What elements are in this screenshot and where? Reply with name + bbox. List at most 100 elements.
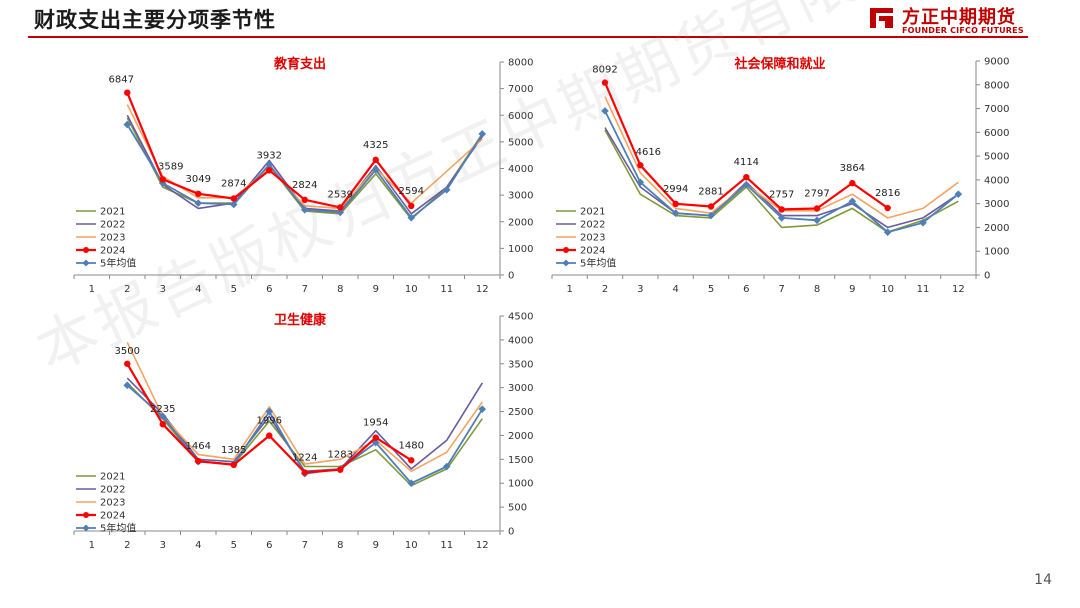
data-point-avg: [848, 197, 857, 206]
chart-title: 教育支出: [273, 56, 326, 72]
data-point-2024: [195, 457, 202, 465]
y-tick-label: 3000: [508, 383, 533, 394]
data-label: 2874: [221, 178, 246, 189]
y-tick-label: 4500: [508, 312, 533, 323]
data-point-avg: [671, 209, 680, 217]
data-point-avg: [742, 180, 751, 189]
y-tick-label: 4000: [508, 335, 533, 346]
data-point-2024: [195, 190, 202, 198]
y-tick-label: 7000: [984, 104, 1009, 115]
logo-icon: [870, 8, 893, 28]
legend-marker: [83, 247, 89, 253]
data-label: 2757: [769, 189, 794, 200]
data-point-2024: [301, 469, 308, 476]
x-tick-label: 6: [743, 284, 749, 295]
x-tick-label: 4: [672, 284, 678, 295]
data-label: 1224: [292, 453, 317, 464]
y-tick-label: 7000: [508, 84, 533, 95]
series-line-avg: [126, 384, 484, 485]
data-point-2024: [124, 360, 131, 367]
legend-marker: [83, 512, 89, 518]
x-tick-label: 9: [373, 284, 379, 295]
data-point-2024: [337, 466, 344, 473]
x-tick-label: 1: [89, 540, 95, 551]
x-tick-label: 11: [440, 284, 453, 295]
legend-label: 5年均值: [100, 522, 136, 535]
data-label: 2824: [292, 180, 317, 191]
data-label: 2994: [663, 184, 688, 195]
legend-label: 2021: [100, 207, 125, 218]
x-tick-label: 12: [952, 284, 965, 295]
x-tick-label: 1: [89, 284, 95, 295]
data-label: 3500: [115, 346, 140, 357]
data-point-2024: [372, 156, 379, 164]
x-tick-label: 4: [195, 540, 201, 551]
y-tick-label: 2000: [984, 223, 1009, 234]
x-tick-label: 6: [266, 284, 272, 295]
data-point-avg: [883, 228, 892, 236]
legend-label: 2023: [580, 233, 605, 244]
data-label: 3864: [840, 163, 865, 174]
data-point-avg: [478, 130, 487, 138]
x-tick-label: 5: [231, 540, 237, 551]
y-tick-label: 5000: [984, 152, 1009, 163]
x-tick-label: 10: [881, 284, 894, 295]
y-tick-label: 3000: [508, 191, 533, 202]
data-point-avg: [336, 208, 345, 217]
y-tick-label: 8000: [984, 80, 1009, 91]
data-label: 4114: [734, 157, 759, 168]
data-point-2024: [743, 173, 750, 181]
data-point-2024: [337, 204, 344, 211]
legend-label: 2023: [100, 233, 125, 244]
data-point-avg: [636, 178, 645, 187]
data-point-2024: [230, 195, 237, 202]
x-tick-label: 6: [266, 540, 272, 551]
data-point-2024: [849, 179, 856, 187]
data-point-avg: [407, 213, 416, 222]
y-tick-label: 0: [508, 527, 514, 538]
x-tick-label: 3: [160, 284, 166, 295]
y-tick-label: 1000: [508, 244, 533, 255]
legend-marker: [82, 524, 90, 532]
x-tick-label: 7: [778, 284, 784, 295]
legend-label: 2023: [100, 498, 125, 509]
legend-label: 2024: [580, 246, 605, 257]
data-label: 1480: [399, 440, 424, 451]
y-tick-label: 6000: [508, 111, 533, 122]
legend-label: 5年均值: [100, 257, 136, 270]
series-line-2023: [126, 104, 483, 210]
data-point-2024: [637, 162, 644, 169]
data-label: 6847: [109, 75, 134, 86]
data-point-2024: [301, 196, 308, 204]
legend-label: 5年均值: [580, 257, 616, 270]
x-tick-label: 8: [337, 284, 343, 295]
chart-title: 卫生健康: [274, 312, 327, 328]
data-point-2024: [601, 79, 609, 86]
data-label: 3932: [257, 150, 282, 161]
data-label: 1385: [221, 445, 246, 456]
y-tick-label: 3500: [508, 359, 533, 370]
data-point-avg: [371, 438, 380, 447]
data-label: 8092: [592, 65, 617, 76]
data-label: 2594: [399, 186, 424, 197]
data-label: 1283: [328, 450, 353, 461]
data-point-avg: [265, 407, 274, 416]
data-point-avg: [442, 186, 451, 194]
data-point-2024: [159, 421, 166, 428]
x-tick-label: 8: [337, 540, 343, 551]
data-point-avg: [194, 199, 203, 207]
legend-label: 2022: [580, 220, 605, 231]
x-tick-label: 5: [708, 284, 714, 295]
x-tick-label: 3: [637, 284, 643, 295]
data-point-2024: [884, 204, 891, 212]
data-point-2024: [408, 202, 415, 210]
legend-label: 2021: [100, 472, 125, 483]
y-tick-label: 3000: [984, 199, 1009, 210]
x-tick-label: 7: [302, 540, 308, 551]
x-tick-label: 5: [231, 284, 237, 295]
company-logo: 方正中期期货 FOUNDER CIFCO FUTURES: [868, 4, 1028, 35]
y-tick-label: 2500: [508, 407, 533, 418]
data-point-avg: [265, 160, 274, 169]
y-tick-label: 8000: [508, 58, 533, 69]
